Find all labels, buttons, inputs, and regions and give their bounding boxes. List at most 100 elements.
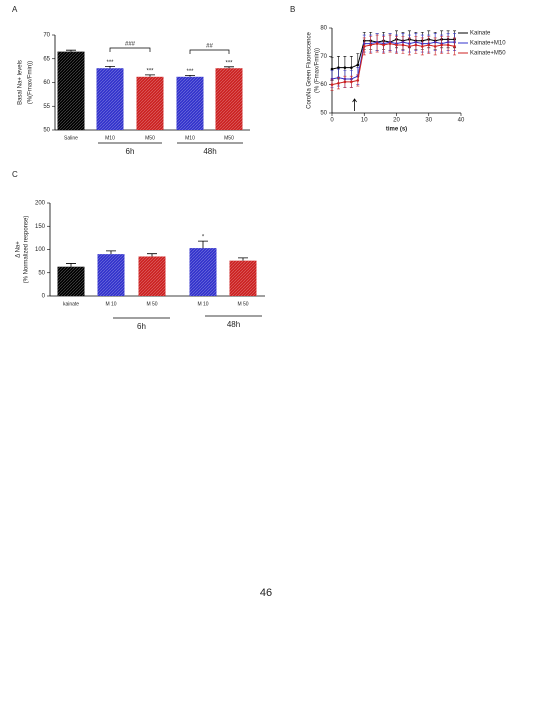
point xyxy=(362,45,366,48)
point xyxy=(427,43,431,47)
legend-label: Kainate xyxy=(470,31,491,37)
x-tick-label: 30 xyxy=(425,118,432,124)
bar-hatch xyxy=(138,256,166,296)
point xyxy=(375,42,379,45)
point xyxy=(337,81,340,85)
error-bar xyxy=(66,49,76,52)
legend-label: Kainate+M50 xyxy=(470,51,506,57)
y-tick-label: 200 xyxy=(35,201,46,207)
x-tick-label: M 50 xyxy=(237,301,248,307)
x-tick-label: M 10 xyxy=(105,301,116,307)
group-label: 6h xyxy=(126,147,135,156)
point xyxy=(350,66,353,69)
y-axis-label: (%(Fmax/Fmin)) xyxy=(28,61,34,104)
point xyxy=(382,43,385,47)
panel-label: C xyxy=(12,170,18,179)
y-tick-label: 60 xyxy=(43,80,50,86)
x-tick-label: Saline xyxy=(64,135,78,141)
x-tick-label: 40 xyxy=(458,118,465,124)
y-tick-label: 50 xyxy=(320,111,327,117)
bar-hatch xyxy=(57,266,85,296)
bar-hatch xyxy=(215,68,243,130)
y-tick-label: 55 xyxy=(43,104,50,110)
point xyxy=(369,43,373,47)
y-tick-label: 70 xyxy=(320,54,327,60)
x-tick-label: M50 xyxy=(224,135,234,141)
y-tick-label: 0 xyxy=(42,294,46,300)
group-label: 48h xyxy=(227,320,240,329)
point xyxy=(446,43,450,47)
y-tick-label: 50 xyxy=(38,270,45,276)
y-tick-label: 65 xyxy=(43,56,50,62)
bracket xyxy=(189,49,230,54)
point xyxy=(401,43,405,47)
group-label: 48h xyxy=(203,147,216,156)
bracket-label: ### xyxy=(125,42,136,48)
y-tick-label: 60 xyxy=(320,82,327,88)
panel-label: A xyxy=(12,5,18,14)
x-tick-label: M 10 xyxy=(197,301,208,307)
x-tick-label: kainate xyxy=(63,301,79,307)
error-bar xyxy=(145,74,155,77)
y-axis-label: Basal Na+ levels xyxy=(18,60,24,105)
error-bar xyxy=(224,66,234,69)
point xyxy=(343,80,347,84)
point xyxy=(350,80,353,84)
point xyxy=(330,67,334,71)
arrow xyxy=(352,98,357,111)
y-axis-label: Δ Na+ xyxy=(16,241,22,258)
bar-hatch xyxy=(57,51,85,130)
error-bar xyxy=(185,74,195,77)
y-axis-label: (% (Fmax/Fmin)) xyxy=(315,48,321,93)
point xyxy=(433,45,437,48)
x-tick-label: M10 xyxy=(185,135,195,141)
y-tick-label: 100 xyxy=(35,247,46,253)
x-tick-label: M50 xyxy=(145,135,155,141)
x-axis-label: time (s) xyxy=(386,127,407,133)
x-tick-label: M 50 xyxy=(146,301,157,307)
point xyxy=(337,66,340,69)
point xyxy=(343,66,347,69)
y-tick-label: 150 xyxy=(35,224,46,230)
significance-label: * xyxy=(202,235,205,241)
y-axis-label: CoroNa Green Fluorescence xyxy=(307,31,313,108)
bar-hatch xyxy=(96,68,124,130)
significance-label: *** xyxy=(146,68,154,74)
page-number: 46 xyxy=(260,587,272,599)
error-bar xyxy=(147,253,157,257)
panel-label: B xyxy=(290,5,295,14)
bar-hatch xyxy=(189,248,217,296)
error-bar xyxy=(105,65,115,69)
significance-label: *** xyxy=(225,60,233,66)
point xyxy=(453,45,456,48)
error-bar xyxy=(66,263,76,267)
error-bar xyxy=(198,240,208,249)
point xyxy=(356,63,360,67)
bar-hatch xyxy=(136,76,164,130)
point xyxy=(440,43,443,47)
point xyxy=(388,42,392,45)
y-axis-label: (% Normalized response) xyxy=(24,216,30,284)
legend-label: Kainate+M10 xyxy=(470,41,506,47)
bracket-label: ## xyxy=(206,44,213,50)
bar-hatch xyxy=(97,254,125,296)
y-tick-label: 80 xyxy=(320,26,327,32)
y-tick-label: 70 xyxy=(43,33,50,39)
error-bar xyxy=(106,250,116,255)
bracket xyxy=(109,47,151,52)
error-bar xyxy=(238,257,248,261)
point xyxy=(330,83,334,86)
x-tick-label: 0 xyxy=(330,118,334,124)
x-tick-label: 10 xyxy=(361,118,368,124)
point xyxy=(421,45,424,48)
point xyxy=(395,43,398,47)
y-tick-label: 50 xyxy=(43,128,50,134)
significance-label: *** xyxy=(186,69,194,75)
x-tick-label: M10 xyxy=(105,135,115,141)
point xyxy=(356,79,360,82)
x-tick-label: 20 xyxy=(393,118,400,124)
bar-hatch xyxy=(176,76,204,130)
point xyxy=(414,43,418,47)
